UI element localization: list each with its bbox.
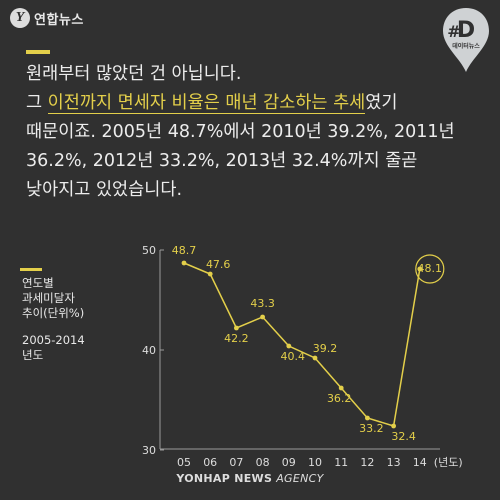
- data-point: [181, 260, 187, 266]
- data-point: [338, 385, 344, 391]
- badge-letter: D: [457, 18, 475, 43]
- chart-title-1: 연도별: [22, 276, 54, 290]
- data-label: 36.2: [327, 392, 352, 405]
- body-line-3: 때문이죠. 2005년 48.7%에서 2010년 39.2%, 2011년: [26, 122, 455, 142]
- data-point: [312, 355, 318, 361]
- body-line-4: 36.2%, 2012년 33.2%, 2013년 32.4%까지 줄곧: [26, 151, 418, 171]
- footer: YONHAP NEWS AGENCY: [0, 472, 500, 485]
- data-label: 40.4: [281, 350, 306, 363]
- y-tick-label: 50: [142, 244, 156, 257]
- x-tick-label: 13: [387, 456, 401, 469]
- data-point: [286, 343, 292, 349]
- x-tick-label: 06: [203, 456, 217, 469]
- data-label: 47.6: [206, 258, 231, 271]
- data-point: [417, 266, 423, 272]
- logo-text: 연합뉴스: [34, 12, 84, 28]
- logo-mark: Y: [10, 8, 30, 28]
- chart-title-2: 과세미달자: [22, 291, 75, 305]
- chart-title-3: 추이(단위%): [22, 306, 85, 320]
- data-point: [207, 271, 213, 277]
- body-highlight: 이전까지 면세자 비율은 매년 감소하는 추세: [47, 93, 366, 114]
- map-pin-icon: D #: [443, 8, 489, 72]
- x-tick-label: 14: [413, 456, 427, 469]
- data-label: 48.7: [172, 244, 197, 257]
- footer-brand: YONHAP NEWS: [176, 472, 273, 485]
- data-news-badge: D # 데이터뉴스: [440, 6, 492, 74]
- data-point: [365, 415, 370, 421]
- chart-range: 2005-2014: [22, 333, 85, 347]
- footer-agency: AGENCY: [276, 472, 324, 485]
- x-tick-label: 09: [282, 456, 296, 469]
- body-line-5: 낮아지고 있었습니다.: [26, 180, 183, 200]
- body-line-2-post: 였기: [365, 93, 398, 113]
- data-label: 42.2: [224, 332, 249, 345]
- data-point: [391, 423, 396, 429]
- x-tick-label: 11: [334, 456, 348, 469]
- y-tick-label: 30: [142, 444, 156, 457]
- data-label: 33.2: [359, 422, 384, 435]
- badge-subtitle: 데이터뉴스: [452, 43, 480, 50]
- accent-bar: [26, 50, 50, 54]
- data-label: 43.3: [250, 297, 275, 310]
- x-tick-label: 05: [177, 456, 191, 469]
- body-line-2-pre: 그: [26, 93, 48, 113]
- body-line-1: 원래부터 많았던 건 아닙니다.: [26, 64, 242, 84]
- body-text: 원래부터 많았던 건 아닙니다. 그 이전까지 면세자 비율은 매년 감소하는 …: [26, 60, 486, 205]
- x-tick-label: 07: [229, 456, 243, 469]
- x-tick-label: 12: [360, 456, 374, 469]
- svg-text:#: #: [447, 22, 460, 41]
- yonhap-logo: Y 연합뉴스: [10, 8, 84, 28]
- series-line: [183, 262, 421, 427]
- highlight-ring: [415, 254, 445, 284]
- x-tick-label: 10: [308, 456, 322, 469]
- chart-caption: 연도별 과세미달자 추이(단위%) 2005-2014 년도: [22, 276, 132, 363]
- data-point: [234, 325, 239, 331]
- data-point: [260, 314, 265, 320]
- chart-range-suffix: 년도: [22, 348, 44, 362]
- data-label: 39.2: [313, 342, 338, 355]
- x-unit-label: (년도): [434, 456, 463, 469]
- body-line-2: 그 이전까지 면세자 비율은 매년 감소하는 추세였기: [26, 89, 486, 118]
- y-tick-label: 40: [142, 344, 156, 357]
- x-tick-label: 08: [256, 456, 270, 469]
- data-label: 32.4: [391, 430, 416, 443]
- data-label: 48.1: [418, 262, 443, 275]
- chart-accent-bar: [20, 268, 42, 271]
